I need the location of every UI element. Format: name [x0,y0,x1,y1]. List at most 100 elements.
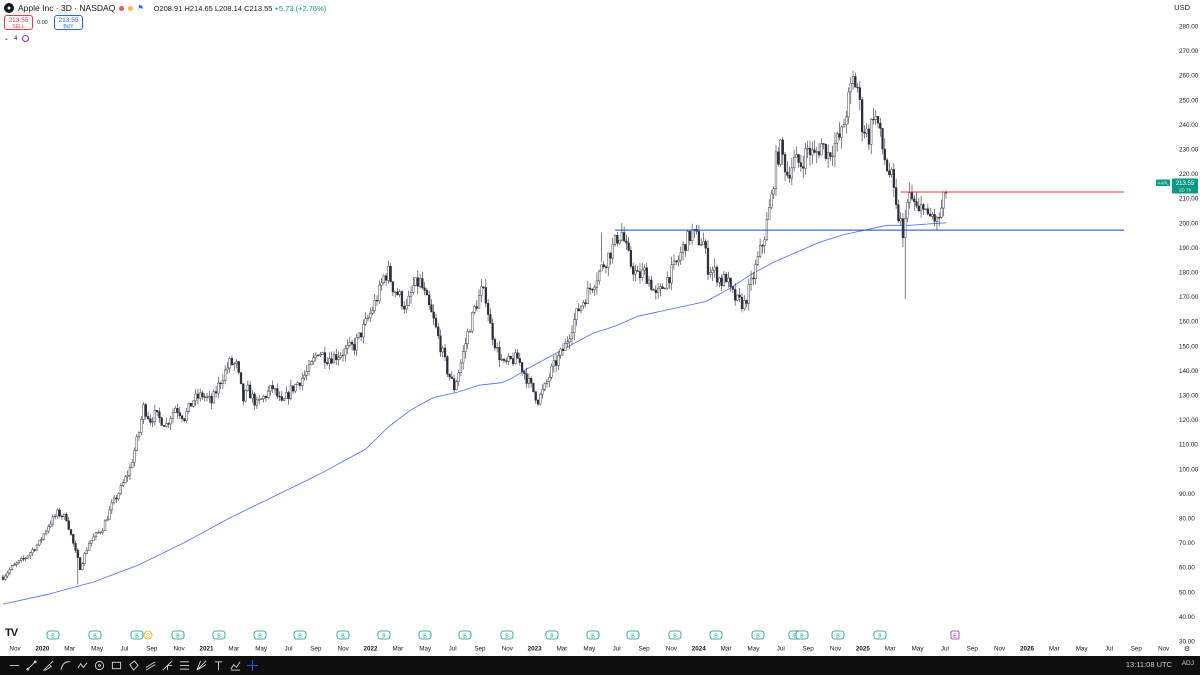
earnings-badge-icon[interactable] [751,630,765,640]
earnings-badge-icon[interactable] [336,630,350,640]
brush-icon[interactable] [40,657,57,674]
candle [99,531,102,535]
symbol-title[interactable]: Apple Inc · 3D · NASDAQ [18,3,116,13]
event-badge[interactable]: B [586,630,600,640]
earnings-badge-icon[interactable] [171,630,185,640]
split-badge-icon[interactable] [143,630,153,640]
event-badge[interactable]: B [668,630,682,640]
event-badge[interactable]: B [46,630,60,640]
earnings-badge-icon[interactable] [545,630,559,640]
parallel-channel-icon[interactable] [142,657,159,674]
event-badge[interactable]: B [873,630,887,640]
event-badge[interactable]: B [831,630,845,640]
sell-button[interactable]: 213.55 SELL [4,15,33,30]
earnings-badge-icon[interactable] [831,630,845,640]
gear-icon[interactable]: ⚙ [1184,645,1190,653]
earnings-badge-icon[interactable] [500,630,514,640]
event-badge[interactable]: B [130,630,144,640]
buy-button[interactable]: 213.55 BUY [54,15,83,30]
candle-body [856,86,859,89]
earnings-badge-icon[interactable] [418,630,432,640]
event-badge[interactable]: B [377,630,391,640]
event-badge[interactable]: B [545,630,559,640]
toolbar-tools[interactable] [6,657,261,674]
fib-retracement-icon[interactable] [176,657,193,674]
candle-body [915,201,918,207]
symbol-header[interactable]: ● Apple Inc · 3D · NASDAQ ⚑ O208.91 H214… [4,2,326,14]
earnings-badge-icon[interactable] [212,630,226,640]
crosshair-icon[interactable] [244,657,261,674]
event-badge[interactable]: E [950,630,960,640]
candle-body [446,356,449,375]
event-badge[interactable]: B [795,630,809,640]
time-axis[interactable]: Nov 2020 Mar May Jul Sep Nov 2021 Mar May Jul Sep No… [9,645,1190,653]
earnings-badge-icon[interactable] [130,630,144,640]
currency-selector[interactable]: USD [1174,3,1190,12]
candle [122,479,125,487]
event-badge[interactable]: B [500,630,514,640]
indicators-row[interactable]: ⌄ 4 [4,35,30,42]
earnings-badge-icon[interactable] [873,630,887,640]
earnings-badge-icon[interactable] [586,630,600,640]
candle-body [611,244,614,259]
event-badge[interactable]: B [253,630,267,640]
event-badge[interactable]: B [171,630,185,640]
candle-body [192,400,195,407]
candle-body [137,432,141,438]
circle-icon[interactable] [91,657,108,674]
upcoming-earnings-badge-icon[interactable] [950,630,960,640]
rectangle-icon[interactable] [108,657,125,674]
text-tool-icon[interactable] [210,657,227,674]
event-badge[interactable]: B [751,630,765,640]
path-icon[interactable] [74,657,91,674]
price-axis[interactable]: 30.00 40.00 50.00 60.00 70.00 80.00 90.00 100.0… [1179,24,1199,646]
candle-body [83,553,86,564]
trend-line-icon[interactable] [23,657,40,674]
event-badge[interactable]: B [626,630,640,640]
curve-icon[interactable] [57,657,74,674]
earnings-badge-icon[interactable] [253,630,267,640]
candle [822,142,825,150]
event-badge[interactable]: S [143,630,153,640]
event-badge[interactable]: B [293,630,307,640]
utc-clock[interactable]: 13:11:08 UTC [1125,660,1172,669]
chevron-down-icon[interactable]: ⌄ [4,36,10,42]
horizontal-lines-layer[interactable] [615,191,1124,231]
candle-body [201,392,204,397]
earnings-badge-icon[interactable] [46,630,60,640]
candle-body [575,308,578,320]
candle [178,407,181,419]
line-tool-icon[interactable] [6,657,23,674]
time-tick-label: 2026 [1020,646,1035,653]
pitchfork-icon[interactable] [159,657,176,674]
earnings-badge-icon[interactable] [293,630,307,640]
candle [294,383,297,394]
event-badge[interactable]: B [336,630,350,640]
pattern-tool-icon[interactable] [227,657,244,674]
candle [144,402,147,420]
flag-icon[interactable]: ⚑ [137,5,144,12]
candle-body [566,341,569,344]
adj-toggle[interactable]: ADJ [1181,660,1194,667]
rotated-rectangle-icon[interactable] [125,657,142,674]
indicator-circle-icon[interactable] [22,35,30,42]
candle-body [579,305,583,312]
earnings-badge-icon[interactable] [377,630,391,640]
gann-fan-icon[interactable] [193,657,210,674]
price-chart[interactable]: 30.0040.0050.0060.0070.0080.0090.00100.0… [0,0,1200,656]
tradingview-logo[interactable]: TV [5,627,18,639]
event-badge[interactable]: B [212,630,226,640]
candle-body [35,544,39,551]
event-badge[interactable]: B [458,630,472,640]
drawing-toolbar[interactable]: 13:11:08 UTC ADJ [0,656,1200,675]
earnings-badge-icon[interactable] [668,630,682,640]
earnings-badge-icon[interactable] [88,630,102,640]
event-badge[interactable]: B [88,630,102,640]
earnings-badge-icon[interactable] [795,630,809,640]
earnings-badge-icon[interactable] [458,630,472,640]
earnings-badge-icon[interactable] [709,630,723,640]
event-badge[interactable]: B [709,630,723,640]
earnings-badge-icon[interactable] [626,630,640,640]
event-badge[interactable]: B [418,630,432,640]
